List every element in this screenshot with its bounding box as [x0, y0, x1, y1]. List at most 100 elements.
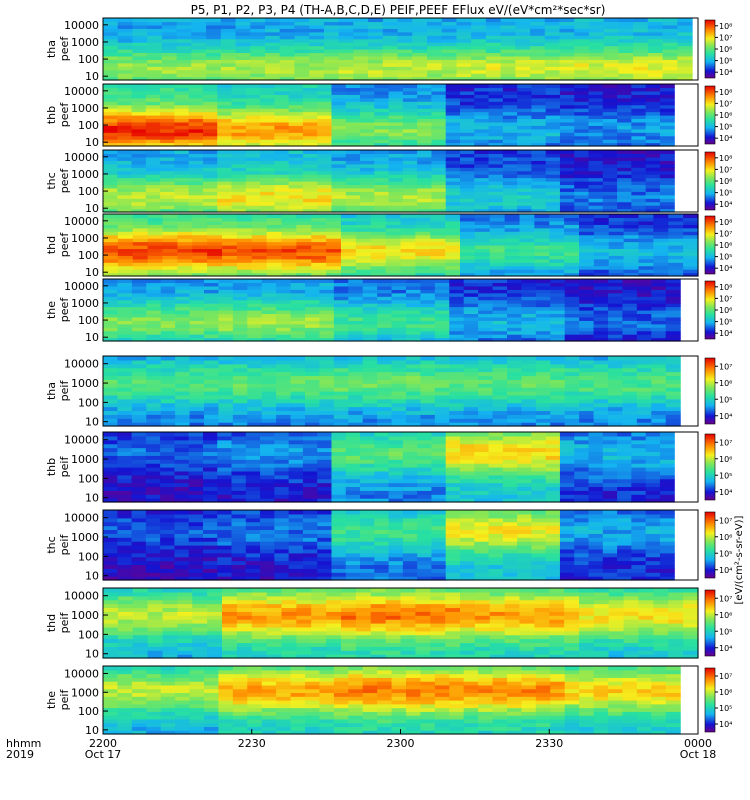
spectrogram-cell	[317, 125, 333, 130]
spectrogram-cell	[132, 234, 149, 239]
spectrogram-cell	[305, 327, 321, 332]
spectrogram-cell	[515, 73, 531, 78]
spectrogram-cell	[668, 258, 684, 263]
spectrogram-cell	[188, 498, 204, 503]
spectrogram-cell	[449, 363, 465, 369]
spectrogram-cell	[521, 422, 537, 427]
spectrogram-cell	[544, 62, 561, 67]
spectrogram-cell	[633, 49, 649, 54]
spectrogram-cell	[245, 111, 261, 116]
spectrogram-cell	[415, 269, 431, 274]
spectrogram-cell	[507, 356, 523, 361]
spectrogram-cell	[445, 470, 461, 476]
spectrogram-cell	[647, 55, 664, 60]
spectrogram-cell	[232, 310, 248, 315]
spectrogram-cell	[559, 174, 575, 179]
spectrogram-cell	[250, 21, 266, 26]
spectrogram-cell	[382, 66, 399, 71]
spectrogram-cell	[531, 156, 547, 161]
spectrogram-cell	[177, 248, 193, 253]
spectrogram-cell	[593, 406, 609, 412]
spectrogram-cell	[146, 306, 162, 311]
spectrogram-cell	[202, 108, 218, 113]
spectrogram-cell	[333, 323, 349, 328]
spectrogram-cell	[420, 316, 436, 321]
spectrogram-cell	[290, 383, 306, 388]
spectrogram-cell	[602, 125, 618, 130]
spectrogram-cell	[174, 181, 190, 186]
spectrogram-cell	[665, 391, 681, 396]
spectrogram-cell	[374, 205, 390, 210]
spectrogram-cell	[220, 55, 237, 60]
spectrogram-cell	[288, 447, 304, 453]
spectrogram-cell	[302, 459, 318, 464]
spectrogram-cell	[145, 478, 161, 484]
spectrogram-cell	[302, 432, 318, 437]
spectrogram-cell	[311, 245, 327, 250]
spectrogram-cell	[353, 73, 369, 78]
spectrogram-cell	[564, 327, 580, 332]
spectrogram-cell	[492, 391, 508, 396]
spectrogram-cell	[535, 359, 551, 365]
spectrogram-cell	[245, 101, 261, 106]
spectrogram-cell	[192, 255, 208, 260]
spectrogram-cell	[534, 241, 550, 246]
spectrogram-cell	[559, 125, 575, 130]
spectrogram-cell	[618, 52, 634, 57]
spectrogram-cell	[374, 90, 390, 95]
spectrogram-cell	[665, 359, 681, 365]
spectrogram-cell	[176, 59, 192, 64]
spectrogram-cell	[188, 447, 204, 453]
spectrogram-cell	[400, 251, 416, 256]
spectrogram-cell	[147, 73, 163, 78]
spectrogram-cell	[317, 150, 333, 155]
spectrogram-cell	[445, 241, 461, 246]
spectrogram-cell	[220, 21, 237, 26]
y-tick-label: 1000	[71, 168, 99, 181]
spectrogram-cell	[645, 104, 661, 109]
spectrogram-cell	[651, 402, 667, 408]
spectrogram-cell	[645, 111, 661, 116]
spectrogram-cell	[317, 118, 333, 123]
spectrogram-cell	[188, 128, 204, 133]
spectrogram-cell	[651, 379, 667, 384]
spectrogram-cell	[131, 414, 147, 419]
spectrogram-cell	[662, 31, 678, 36]
spectrogram-cell	[103, 24, 119, 29]
spectrogram-cell	[593, 398, 609, 404]
spectrogram-cell	[517, 459, 532, 464]
spectrogram-cell	[317, 191, 333, 196]
spectrogram-cell	[317, 201, 333, 206]
spectrogram-cell	[103, 463, 118, 468]
spectrogram-cell	[220, 24, 237, 29]
spectrogram-cell	[471, 59, 487, 64]
spectrogram-cell	[488, 490, 504, 495]
spectrogram-cell	[504, 224, 521, 229]
spectrogram-cell	[247, 398, 263, 404]
spectrogram-cell	[317, 208, 333, 213]
spectrogram-cell	[564, 337, 580, 342]
spectrogram-cell	[251, 231, 268, 236]
spectrogram-cell	[222, 248, 238, 253]
spectrogram-cell	[276, 299, 292, 304]
spectrogram-cell	[449, 323, 465, 328]
spectrogram-cell	[535, 303, 551, 308]
spectrogram-cell	[463, 323, 479, 328]
spectrogram-cell	[362, 313, 378, 318]
spectrogram-cell	[631, 187, 647, 192]
spectrogram-cell	[456, 66, 472, 71]
spectrogram-cell	[202, 150, 218, 155]
spectrogram-cell	[579, 248, 595, 253]
spectrogram-cell	[535, 418, 551, 423]
spectrogram-cell	[311, 255, 327, 260]
spectrogram-cell	[317, 111, 333, 116]
spectrogram-cell	[665, 367, 681, 373]
spectrogram-cell	[160, 356, 176, 361]
spectrogram-cell	[474, 198, 490, 203]
spectrogram-cell	[218, 327, 234, 332]
spectrogram-cell	[549, 220, 565, 225]
spectrogram-cell	[103, 170, 118, 175]
spectrogram-cell	[117, 474, 133, 480]
spectrogram-cell	[623, 248, 640, 253]
spectrogram-cell	[564, 320, 580, 325]
